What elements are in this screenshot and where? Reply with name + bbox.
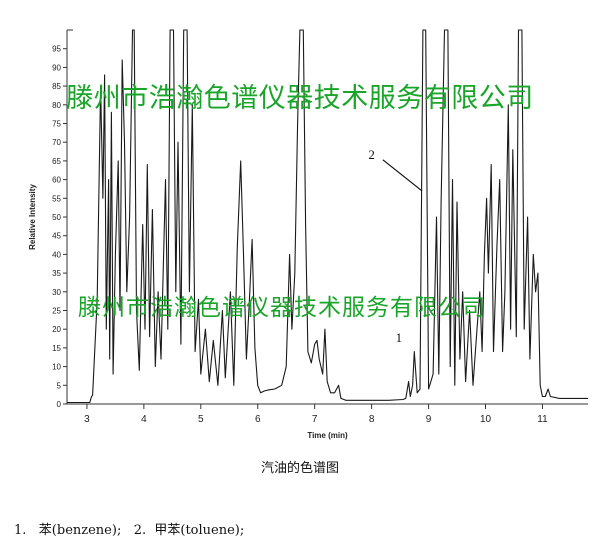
y-tick-label: 10 bbox=[52, 363, 61, 372]
x-axis-title: Time (min) bbox=[307, 431, 348, 440]
x-tick-label: 3 bbox=[84, 414, 90, 425]
y-tick-label: 15 bbox=[52, 344, 61, 353]
peak-legend: 1. 苯(benzene); 2. 甲苯(toluene); bbox=[14, 523, 245, 538]
x-tick-label: 9 bbox=[426, 414, 432, 425]
peak-annotations: 21 bbox=[368, 147, 423, 345]
y-tick-label: 50 bbox=[52, 213, 61, 222]
y-tick-label: 95 bbox=[52, 45, 61, 54]
x-tick-label: 7 bbox=[312, 414, 318, 425]
y-tick-label: 85 bbox=[52, 82, 61, 91]
x-tick-label: 11 bbox=[537, 414, 548, 425]
y-ticks: 0 5 10 15 20 25 30 35 40 45 50 55 60 65 70 75 80 85 90 95 bbox=[52, 45, 67, 409]
x-ticks: 3 4 5 6 7 8 9 10 11 bbox=[84, 404, 548, 425]
y-tick-label: 40 bbox=[52, 250, 61, 259]
y-tick-label: 70 bbox=[52, 138, 61, 147]
y-tick-label: 90 bbox=[52, 63, 61, 72]
y-tick-label: 20 bbox=[52, 325, 61, 334]
y-tick-label: 55 bbox=[52, 194, 61, 203]
y-tick-label: 25 bbox=[52, 307, 61, 316]
x-tick-label: 10 bbox=[480, 414, 492, 425]
x-tick-label: 4 bbox=[141, 414, 147, 425]
chromatogram-trace bbox=[67, 29, 588, 404]
chart-caption: 汽油的色谱图 bbox=[260, 461, 339, 476]
x-tick-label: 8 bbox=[369, 414, 375, 425]
y-axis-title: Relative Intensity bbox=[28, 184, 37, 250]
y-tick-label: 60 bbox=[52, 176, 61, 185]
y-tick-label: 45 bbox=[52, 232, 61, 241]
peak-label-benzene: 1 bbox=[396, 330, 403, 345]
y-tick-label: 80 bbox=[52, 101, 61, 110]
watermark-top: 滕州市浩瀚色谱仪器技术服务有限公司 bbox=[66, 83, 534, 114]
y-tick-label: 0 bbox=[57, 400, 62, 409]
x-tick-label: 5 bbox=[198, 414, 204, 425]
peak-label-leader bbox=[382, 159, 423, 192]
watermark-middle: 滕州市浩瀚色谱仪器技术服务有限公司 bbox=[78, 295, 486, 321]
y-tick-label: 65 bbox=[52, 157, 61, 166]
y-tick-label: 30 bbox=[52, 288, 61, 297]
peak-label-toluene: 2 bbox=[368, 147, 375, 162]
x-tick-label: 6 bbox=[255, 414, 261, 425]
y-tick-label: 75 bbox=[52, 120, 61, 129]
y-tick-label: 5 bbox=[57, 381, 62, 390]
y-tick-label: 35 bbox=[52, 269, 61, 278]
